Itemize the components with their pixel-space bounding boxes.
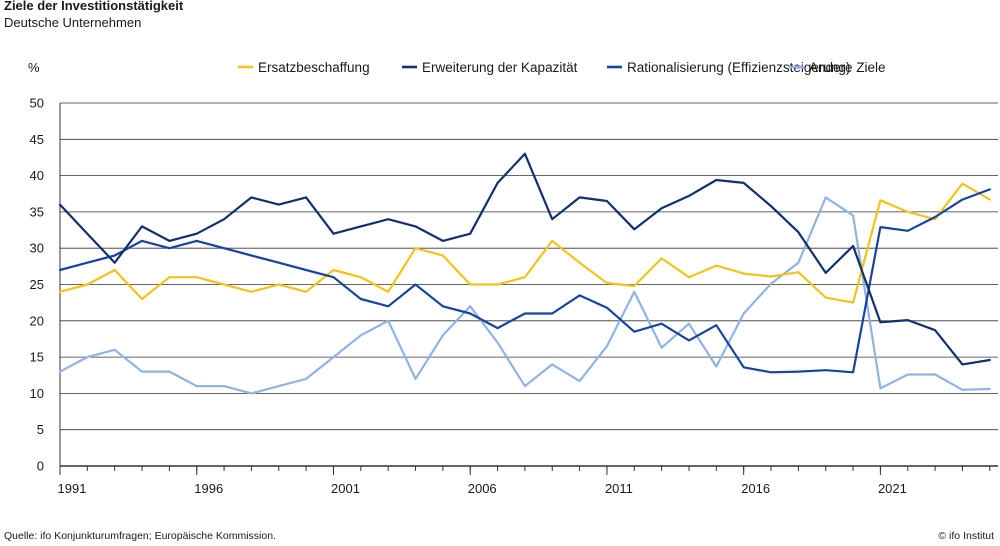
y-tick-label: 5	[37, 422, 44, 437]
y-tick-label: 45	[30, 132, 44, 147]
legend-label-rationalisierung: Rationalisierung (Effizienzsteigerung)	[627, 60, 850, 75]
x-tick-label: 2021	[878, 481, 907, 496]
legend-label-ersatz: Ersatzbeschaffung	[258, 60, 370, 75]
y-tick-label: 10	[30, 386, 44, 401]
y-axis-label: %	[28, 60, 40, 75]
x-tick-label: 1991	[58, 481, 87, 496]
x-tick-label: 2011	[605, 481, 633, 496]
legend: Ersatzbeschaffung Erweiterung der Kapazit…	[238, 60, 886, 75]
copyright-credit: © ifo Institut	[938, 530, 994, 542]
source-note: Quelle: ifo Konjunkturumfragen; Europäis…	[4, 530, 276, 542]
y-tick-label: 50	[30, 96, 44, 111]
y-tick-label: 15	[30, 350, 44, 365]
y-tick-label: 40	[30, 168, 44, 183]
y-tick-label: 20	[30, 313, 44, 328]
y-tick-label: 30	[30, 241, 44, 256]
legend-label-erweiterung: Erweiterung der Kapazität	[422, 60, 578, 75]
y-tick-label: 35	[30, 204, 44, 219]
x-tick-label: 2001	[331, 481, 360, 496]
series-lines	[58, 152, 991, 395]
gridlines	[59, 102, 998, 472]
x-tick-label: 2016	[741, 481, 770, 496]
series-line-andere	[58, 196, 991, 395]
series-line-rationalisierung	[58, 188, 991, 374]
y-tick-labels: 0 5 10 15 20 25 30 35 40 45 50	[30, 96, 44, 474]
x-tick-labels: 1991 1996 2001 2006 2011 2016 2021	[58, 466, 991, 496]
x-tick-label: 2006	[468, 481, 497, 496]
legend-label-andere: Andere Ziele	[809, 60, 886, 75]
x-tick-label: 1996	[194, 481, 223, 496]
series-line-erweiterung	[58, 152, 991, 366]
y-tick-label: 25	[30, 277, 44, 292]
y-tick-label: 0	[37, 459, 44, 474]
chart-title: Ziele der Investitionstätigkeit	[4, 0, 184, 13]
series-line-ersatz	[58, 182, 991, 304]
chart-subtitle: Deutsche Unternehmen	[4, 15, 142, 30]
